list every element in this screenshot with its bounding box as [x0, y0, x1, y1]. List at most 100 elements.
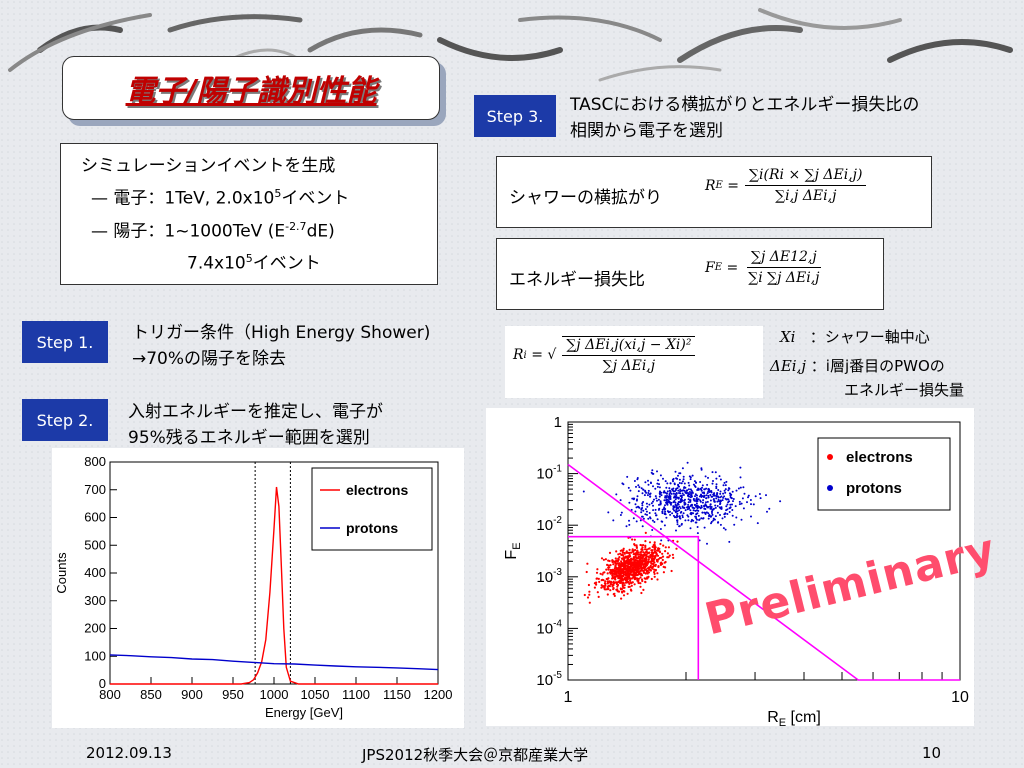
proton-point [644, 481, 647, 484]
proton-point [715, 483, 718, 486]
proton-point [696, 532, 699, 535]
electron-point [620, 560, 623, 563]
proton-point [711, 513, 714, 516]
electron-point [622, 562, 625, 565]
proton-point [666, 502, 669, 504]
electron-point [670, 569, 673, 573]
electron-point [603, 586, 606, 589]
electron-point [664, 560, 667, 564]
proton-point [696, 494, 698, 497]
y-tick-label: 700 [84, 482, 106, 497]
electron-point [653, 541, 656, 544]
proton-point [647, 489, 650, 492]
electron-point [664, 550, 667, 553]
electron-point [628, 582, 631, 585]
proton-point [711, 471, 714, 474]
proton-point [645, 502, 648, 505]
y-tick-label: 200 [84, 621, 106, 636]
proton-point [700, 468, 703, 471]
proton-point [676, 519, 679, 522]
y-tick-label: 100 [84, 648, 106, 663]
footer-date: 2012.09.13 [86, 744, 172, 762]
proton-point [699, 481, 702, 483]
proton-point [709, 499, 712, 502]
electron-point [637, 555, 640, 558]
proton-point [692, 483, 695, 486]
proton-point [701, 491, 704, 494]
electron-point [641, 579, 644, 583]
electron-point [626, 592, 629, 595]
proton-point [715, 495, 718, 498]
proton-point [722, 484, 725, 487]
electron-point [604, 584, 607, 587]
proton-point [635, 520, 638, 523]
electron-point [648, 547, 651, 550]
proton-point [706, 500, 709, 503]
proton-point [635, 499, 638, 502]
proton-point [740, 502, 743, 505]
proton-point [664, 480, 667, 483]
electron-point [634, 553, 637, 556]
x-tick-label: 1200 [424, 687, 453, 702]
proton-point [636, 495, 639, 498]
proton-point [637, 484, 640, 487]
electron-point [637, 573, 640, 576]
proton-point [705, 501, 707, 504]
electron-point [639, 585, 642, 588]
proton-point [702, 499, 705, 502]
y-tick-label: 600 [84, 510, 106, 525]
proton-point [669, 490, 672, 493]
proton-point [677, 501, 680, 503]
proton-point [716, 511, 719, 514]
proton-point [717, 489, 720, 491]
proton-point [657, 479, 660, 482]
electron-point [628, 555, 631, 558]
electron-point [657, 548, 660, 551]
electron-point [622, 549, 625, 552]
proton-point [679, 488, 682, 491]
proton-point [690, 492, 693, 495]
proton-point [674, 511, 677, 514]
electron-point [639, 543, 642, 547]
proton-point [678, 478, 681, 481]
proton-point [666, 490, 669, 493]
proton-point [731, 509, 734, 511]
electron-point [676, 540, 679, 543]
energy-histogram-marks [109, 486, 439, 685]
proton-point [665, 496, 668, 499]
electron-point [640, 548, 643, 551]
electron-point [609, 589, 612, 592]
electron-point [639, 555, 642, 558]
legend-label-protons: protons [346, 520, 398, 536]
proton-point [678, 515, 681, 518]
electron-point [642, 588, 645, 591]
proton-point [711, 482, 714, 485]
electron-point [601, 573, 604, 576]
electron-point [605, 568, 608, 571]
y-tick-label: 0 [99, 676, 106, 691]
proton-point [642, 509, 645, 512]
electron-point [639, 557, 642, 560]
proton-point [696, 526, 699, 528]
electron-point [632, 556, 635, 559]
proton-point [689, 478, 692, 481]
proton-point [699, 487, 702, 490]
scatter-cut-lines [567, 463, 960, 681]
proton-point [649, 495, 652, 498]
electron-point [612, 563, 615, 566]
note-xi: Xi ：シャワー軸中心 [780, 328, 930, 346]
proton-point [758, 493, 761, 495]
proton-point [680, 522, 683, 525]
proton-point [694, 486, 697, 488]
electron-point [640, 550, 643, 553]
electron-point [661, 558, 664, 562]
proton-point [759, 497, 762, 500]
proton-point [689, 509, 692, 512]
proton-point [695, 517, 698, 520]
electron-point [628, 576, 631, 579]
electron-point [587, 583, 590, 587]
proton-point [635, 506, 638, 509]
proton-point [703, 504, 706, 507]
proton-point [719, 514, 721, 516]
